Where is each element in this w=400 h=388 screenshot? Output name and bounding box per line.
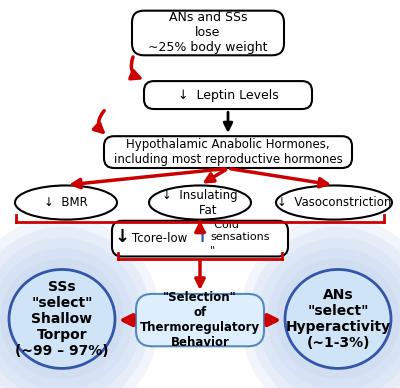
Ellipse shape xyxy=(0,227,151,388)
Text: Hypothalamic Anabolic Hormones,
including most reproductive hormones: Hypothalamic Anabolic Hormones, includin… xyxy=(114,138,342,166)
Text: ↓  Vasoconstriction: ↓ Vasoconstriction xyxy=(277,196,391,209)
Text: "Cold
sensations
": "Cold sensations " xyxy=(210,220,270,255)
Text: ANs and SSs
lose
~25% body weight: ANs and SSs lose ~25% body weight xyxy=(148,12,268,54)
Text: ↑: ↑ xyxy=(194,228,210,246)
Text: ↓  Leptin Levels: ↓ Leptin Levels xyxy=(178,88,278,102)
Ellipse shape xyxy=(0,248,133,388)
FancyBboxPatch shape xyxy=(104,136,352,168)
FancyBboxPatch shape xyxy=(136,294,264,346)
Ellipse shape xyxy=(0,259,124,379)
Text: ↓  BMR: ↓ BMR xyxy=(44,196,88,209)
Ellipse shape xyxy=(9,269,115,369)
Ellipse shape xyxy=(285,269,391,369)
Ellipse shape xyxy=(249,227,400,388)
Ellipse shape xyxy=(15,185,117,220)
Ellipse shape xyxy=(258,237,400,388)
FancyBboxPatch shape xyxy=(112,221,288,256)
Ellipse shape xyxy=(0,237,142,388)
Ellipse shape xyxy=(276,185,392,220)
FancyBboxPatch shape xyxy=(132,11,284,55)
Text: SSs
"select"
Shallow
Torpor
(~99 – 97%): SSs "select" Shallow Torpor (~99 – 97%) xyxy=(15,279,109,359)
Ellipse shape xyxy=(240,216,400,388)
Ellipse shape xyxy=(276,259,400,379)
Text: ↓  Insulating
    Fat: ↓ Insulating Fat xyxy=(162,189,238,217)
FancyBboxPatch shape xyxy=(144,81,312,109)
Text: Tcore-low: Tcore-low xyxy=(132,232,187,245)
Ellipse shape xyxy=(149,185,251,220)
Text: ↓: ↓ xyxy=(114,228,130,246)
Text: ANs
"select"
Hyperactivity
(~1-3%): ANs "select" Hyperactivity (~1-3%) xyxy=(286,288,390,350)
Text: "Selection"
of
Thermoregulatory
Behavior: "Selection" of Thermoregulatory Behavior xyxy=(140,291,260,349)
Ellipse shape xyxy=(0,216,160,388)
Ellipse shape xyxy=(267,248,400,388)
